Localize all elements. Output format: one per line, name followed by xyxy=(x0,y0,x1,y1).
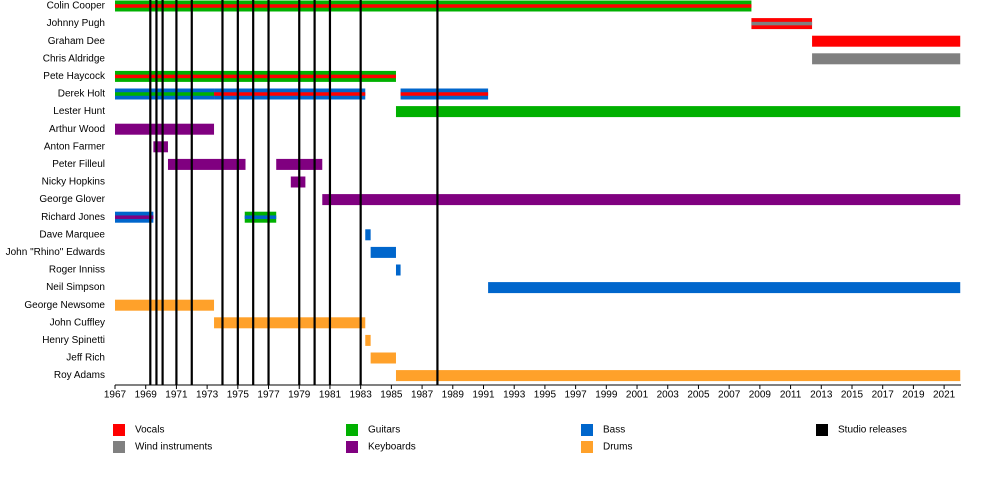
member-label: Derek Holt xyxy=(58,89,105,100)
x-tick-label: 2017 xyxy=(872,390,895,401)
x-tick-label: 1973 xyxy=(196,390,219,401)
membership-bar xyxy=(322,194,961,206)
member-label: Arthur Wood xyxy=(49,124,105,135)
x-tick-label: 2011 xyxy=(780,390,802,401)
member-label: Anton Farmer xyxy=(44,141,106,152)
membership-stripe xyxy=(751,21,813,26)
x-tick-label: 2009 xyxy=(749,390,772,401)
legend-swatch xyxy=(581,441,593,453)
x-tick-label: 1989 xyxy=(442,390,465,401)
membership-bar xyxy=(395,370,961,382)
membership-bar xyxy=(153,141,168,153)
membership-bar xyxy=(370,352,396,364)
x-tick-label: 1983 xyxy=(350,390,373,401)
member-label: Peter Filleul xyxy=(52,159,105,170)
membership-stripe xyxy=(115,215,154,219)
member-label: Neil Simpson xyxy=(46,282,105,293)
x-tick-label: 1987 xyxy=(411,390,434,401)
legend-label: Vocals xyxy=(135,425,164,436)
membership-bar xyxy=(395,264,401,276)
membership-bar xyxy=(812,35,961,47)
x-tick-label: 1975 xyxy=(227,390,250,401)
membership-stripe xyxy=(115,4,752,8)
membership-bar xyxy=(365,229,371,241)
x-tick-label: 2015 xyxy=(841,390,864,401)
membership-bar xyxy=(167,158,246,170)
legend-label: Guitars xyxy=(368,425,400,436)
member-label: Henry Spinetti xyxy=(42,335,105,346)
x-tick-label: 1999 xyxy=(595,390,618,401)
membership-stripe xyxy=(115,74,396,79)
member-label: George Glover xyxy=(39,194,105,205)
membership-bar xyxy=(365,334,371,346)
member-label: Chris Aldridge xyxy=(43,53,106,64)
x-tick-label: 2021 xyxy=(933,390,956,401)
member-label: Roger Inniss xyxy=(49,265,105,276)
legend-label: Keyboards xyxy=(368,442,416,453)
member-label: Graham Dee xyxy=(48,36,106,47)
legend-label: Drums xyxy=(603,442,632,453)
legend-label: Wind instruments xyxy=(135,442,212,453)
membership-bar xyxy=(115,123,215,135)
x-tick-label: 1993 xyxy=(503,390,526,401)
member-label: Richard Jones xyxy=(41,212,105,223)
membership-bar xyxy=(370,246,396,258)
member-label: Colin Cooper xyxy=(47,1,106,12)
membership-bar xyxy=(812,53,961,65)
legend-label: Bass xyxy=(603,425,625,436)
member-label: Johnny Pugh xyxy=(47,18,105,29)
legend-swatch xyxy=(346,441,358,453)
legend-swatch xyxy=(816,424,828,436)
x-tick-label: 1979 xyxy=(288,390,311,401)
legend-swatch xyxy=(113,424,125,436)
member-label: Pete Haycock xyxy=(43,71,106,82)
member-label: Jeff Rich xyxy=(66,353,105,364)
x-tick-label: 1991 xyxy=(472,390,495,401)
x-tick-label: 2003 xyxy=(657,390,680,401)
x-tick-label: 1969 xyxy=(135,390,158,401)
legend-swatch xyxy=(346,424,358,436)
member-label: George Newsome xyxy=(24,300,105,311)
x-tick-label: 2019 xyxy=(902,390,925,401)
x-tick-label: 2013 xyxy=(810,390,833,401)
member-label: Dave Marquee xyxy=(39,229,105,240)
member-label: Nicky Hopkins xyxy=(42,177,105,188)
x-tick-label: 1977 xyxy=(257,390,280,401)
member-label: John Cuffley xyxy=(50,317,105,328)
x-tick-label: 1985 xyxy=(380,390,403,401)
x-tick-label: 2001 xyxy=(626,390,649,401)
legend-swatch xyxy=(581,424,593,436)
x-tick-label: 1995 xyxy=(534,390,557,401)
membership-bar xyxy=(214,317,366,329)
membership-bar xyxy=(290,176,306,188)
x-tick-label: 2007 xyxy=(718,390,741,401)
membership-stripe xyxy=(115,92,215,96)
legend-label: Studio releases xyxy=(838,425,907,436)
x-tick-label: 1971 xyxy=(165,390,188,401)
membership-stripe xyxy=(214,92,366,96)
membership-bar xyxy=(395,106,961,118)
membership-stripe xyxy=(244,215,277,219)
member-label: Roy Adams xyxy=(54,370,105,381)
member-label: Lester Hunt xyxy=(53,106,105,117)
x-tick-label: 2005 xyxy=(687,390,710,401)
x-tick-label: 1981 xyxy=(319,390,342,401)
member-label: John "Rhino" Edwards xyxy=(6,247,105,258)
membership-stripe xyxy=(400,92,489,96)
x-tick-label: 1997 xyxy=(564,390,587,401)
membership-bar xyxy=(115,299,215,311)
membership-bar xyxy=(488,282,961,294)
x-tick-label: 1967 xyxy=(104,390,127,401)
legend-swatch xyxy=(113,441,125,453)
